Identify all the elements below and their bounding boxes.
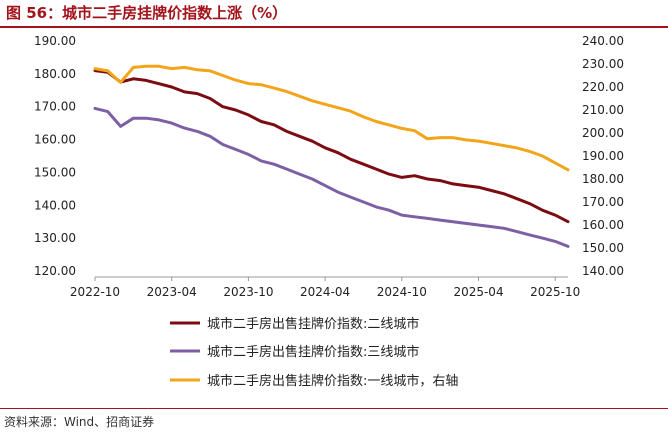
series-line-1 bbox=[93, 69, 570, 224]
source-note: 资料来源：Wind、招商证券 bbox=[4, 415, 155, 429]
series-lines bbox=[93, 64, 570, 248]
right-tick-label: 190.00 bbox=[582, 149, 624, 163]
right-tick-label: 180.00 bbox=[582, 172, 624, 186]
right-tick-label: 210.00 bbox=[582, 103, 624, 117]
left-tick-label: 180.00 bbox=[34, 67, 76, 81]
left-tick-label: 150.00 bbox=[34, 165, 76, 179]
left-tick-label: 130.00 bbox=[34, 231, 76, 245]
x-tick-label: 2023-04 bbox=[147, 285, 197, 299]
left-tick-label: 120.00 bbox=[34, 264, 76, 278]
x-tick-label: 2025-10 bbox=[530, 285, 580, 299]
legend-label: 城市二手房出售挂牌价指数:一线城市，右轴 bbox=[207, 373, 458, 389]
legend-label: 城市二手房出售挂牌价指数:二线城市 bbox=[207, 316, 419, 332]
x-tick-label: 2022-10 bbox=[70, 285, 120, 299]
right-tick-label: 220.00 bbox=[582, 80, 624, 94]
left-tick-label: 160.00 bbox=[34, 133, 76, 147]
x-tick-label: 2025-04 bbox=[453, 285, 503, 299]
right-tick-label: 230.00 bbox=[582, 57, 624, 71]
series-line-3 bbox=[93, 64, 570, 172]
line-chart: 120.00 130.00 140.00 150.00 160.00 170.00 180.… bbox=[34, 34, 624, 389]
title-divider bbox=[0, 26, 668, 28]
x-tick-label: 2023-10 bbox=[223, 285, 273, 299]
footer-divider bbox=[0, 408, 668, 409]
right-tick-label: 160.00 bbox=[582, 218, 624, 232]
right-tick-label: 240.00 bbox=[582, 34, 624, 48]
x-tick-label: 2024-04 bbox=[300, 285, 350, 299]
x-tick-label: 2024-10 bbox=[377, 285, 427, 299]
chart-title: 图 56：城市二手房挂牌价指数上涨（%） bbox=[6, 4, 288, 22]
left-tick-label: 190.00 bbox=[34, 34, 76, 48]
legend-label: 城市二手房出售挂牌价指数:三线城市 bbox=[207, 344, 419, 360]
x-axis: 2022-10 2023-04 2023-10 2024-04 2024-10 2025-… bbox=[70, 276, 580, 299]
series-line-2 bbox=[93, 106, 570, 248]
legend: 城市二手房出售挂牌价指数:二线城市城市二手房出售挂牌价指数:三线城市城市二手房出… bbox=[170, 316, 458, 389]
left-tick-label: 170.00 bbox=[34, 100, 76, 114]
left-tick-label: 140.00 bbox=[34, 198, 76, 212]
right-tick-label: 200.00 bbox=[582, 126, 624, 140]
right-axis: 140.00 150.00 160.00 170.00 180.00 190.00 200.… bbox=[582, 34, 624, 278]
right-tick-label: 170.00 bbox=[582, 195, 624, 209]
left-axis: 120.00 130.00 140.00 150.00 160.00 170.00 180.… bbox=[34, 34, 76, 278]
right-tick-label: 140.00 bbox=[582, 264, 624, 278]
right-tick-label: 150.00 bbox=[582, 241, 624, 255]
